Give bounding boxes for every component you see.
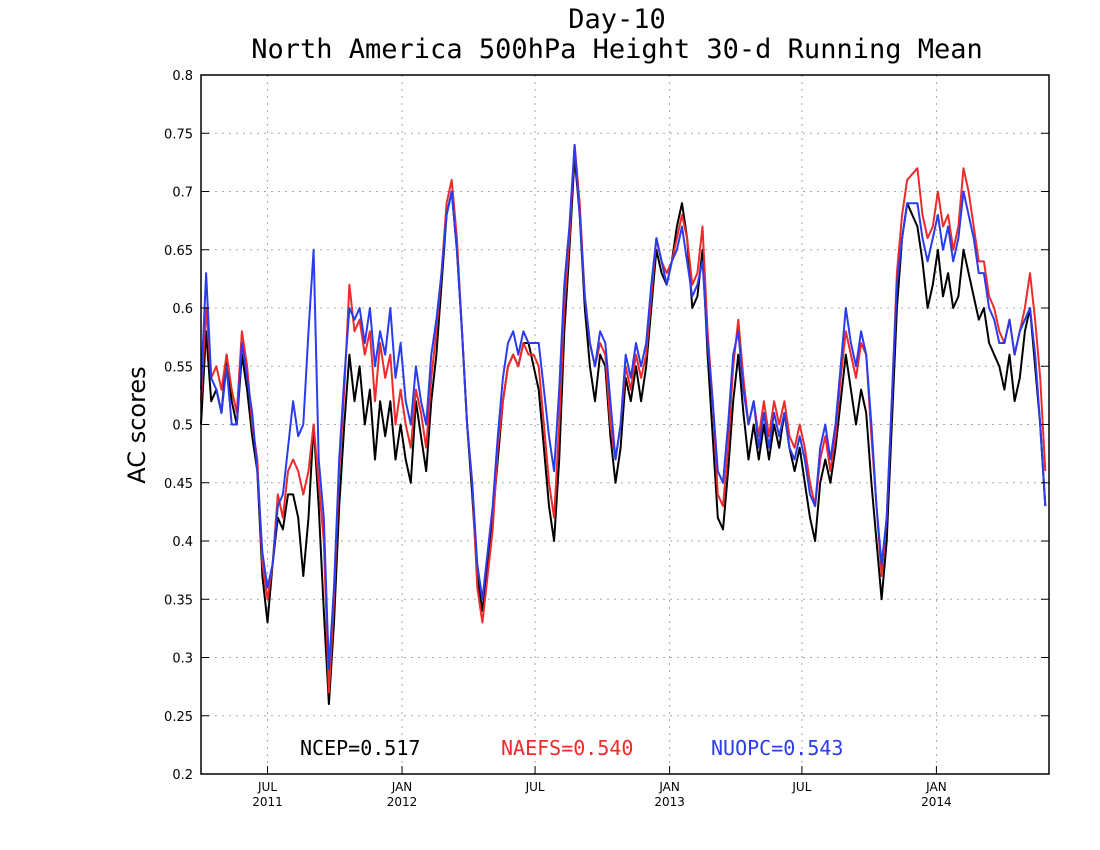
y-tick-label: 0.4 (172, 535, 193, 550)
y-axis-label: AC scores (123, 366, 151, 483)
x-tick-year-label: 2011 (252, 795, 283, 809)
x-tick-year-label: 2014 (921, 795, 952, 809)
y-tick-label: 0.7 (172, 186, 193, 201)
y-tick-label: 0.5 (172, 419, 193, 434)
x-tick-month-label: JUL (791, 780, 811, 794)
y-tick-label: 0.25 (164, 710, 193, 725)
y-tick-label: 0.65 (164, 244, 193, 259)
mean-label-nuopc: NUOPC=0.543 (711, 736, 843, 760)
x-tick-year-label: 2012 (387, 795, 418, 809)
x-tick-month-label: JUL (257, 780, 277, 794)
chart-title: Day-10 (568, 4, 666, 35)
x-tick-month-label: JAN (391, 780, 413, 794)
x-tick-month-label: JAN (658, 780, 680, 794)
x-tick-year-label: 2013 (654, 795, 685, 809)
y-tick-label: 0.2 (172, 768, 193, 783)
y-tick-layer: 0.2 0.25 0.3 0.35 0.4 0.45 0.5 0.55 0.6 0.65 0.7 0.… (164, 69, 1049, 783)
x-tick-month-label: JAN (925, 780, 947, 794)
chart-subtitle: North America 500hPa Height 30-d Running… (251, 34, 983, 65)
series-layer (200, 143, 1047, 706)
y-tick-label: 0.3 (172, 652, 193, 667)
y-tick-label: 0.45 (164, 477, 193, 492)
y-tick-label: 0.75 (164, 127, 193, 142)
mean-label-ncep: NCEP=0.517 (300, 736, 420, 760)
y-tick-label: 0.6 (172, 302, 193, 317)
grid-layer (201, 75, 1049, 774)
y-tick-label: 0.8 (172, 69, 193, 84)
mean-label-naefs: NAEFS=0.540 (501, 736, 633, 760)
x-tick-month-label: JUL (525, 780, 545, 794)
y-tick-label: 0.55 (164, 360, 193, 375)
y-tick-label: 0.35 (164, 593, 193, 608)
series-line-nuopc (200, 143, 1047, 671)
